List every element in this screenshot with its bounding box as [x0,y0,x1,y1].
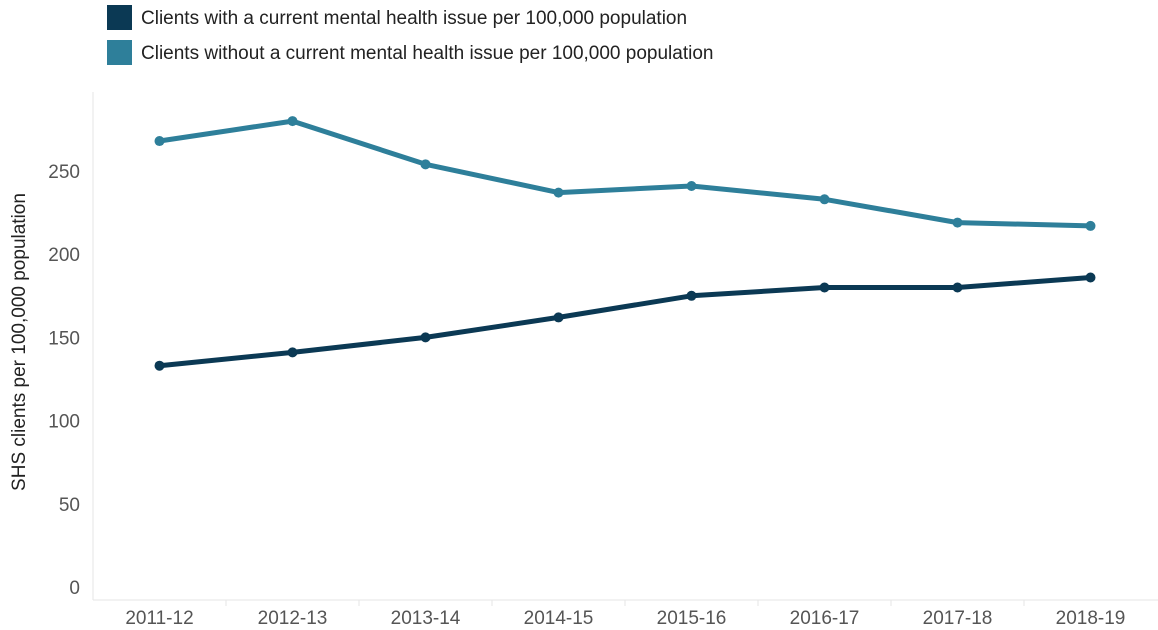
x-axis-ticks: 2011-12 2012-13 2013-14 2014-15 2015-16 2016-… [125,600,1125,629]
y-axis-ticks: 0 50 100 150 200 250 [48,162,80,599]
legend-item-with-mh[interactable]: Clients with a current mental health iss… [107,5,687,30]
series-1-point[interactable] [420,159,431,170]
x-tick-label: 2018-19 [1056,608,1126,629]
series-0-point[interactable] [952,282,963,293]
legend: Clients with a current mental health iss… [107,5,713,65]
y-axis-title: SHS clients per 100,000 population [9,193,30,491]
series-0-point[interactable] [686,290,697,301]
series-1-point[interactable] [154,136,165,147]
series-line-0 [157,275,1093,369]
series-0-point[interactable] [819,282,830,293]
y-tick-label: 150 [48,328,80,349]
x-tick-label: 2012-13 [258,608,328,629]
series-1-point[interactable] [819,194,830,205]
x-tick-label: 2013-14 [391,608,461,629]
series-1-point[interactable] [1085,220,1096,231]
legend-swatch-without-mh [107,40,132,65]
series-0-point[interactable] [287,347,298,358]
series-1-point[interactable] [287,116,298,127]
x-tick-label: 2015-16 [657,608,727,629]
y-tick-label: 200 [48,245,80,266]
legend-item-without-mh[interactable]: Clients without a current mental health … [107,40,713,65]
y-tick-label: 0 [69,578,80,599]
y-tick-label: 50 [59,495,80,516]
legend-label-with-mh: Clients with a current mental health iss… [141,8,687,29]
y-tick-label: 250 [48,162,80,183]
series-1-point[interactable] [553,187,564,198]
series-layer [154,116,1096,371]
x-tick-label: 2016-17 [790,608,860,629]
series-0-point[interactable] [553,312,564,323]
series-line-1 [157,118,1093,229]
series-1-point[interactable] [952,217,963,228]
x-tick-label: 2017-18 [923,608,993,629]
y-tick-label: 100 [48,412,80,433]
series-0-point[interactable] [1085,272,1096,283]
legend-swatch-with-mh [107,5,132,30]
series-0-point[interactable] [154,360,165,371]
x-tick-label: 2014-15 [524,608,594,629]
x-tick-label: 2011-12 [125,608,193,629]
series-1-point[interactable] [686,180,697,191]
legend-label-without-mh: Clients without a current mental health … [141,43,713,64]
series-0-point[interactable] [420,332,431,343]
